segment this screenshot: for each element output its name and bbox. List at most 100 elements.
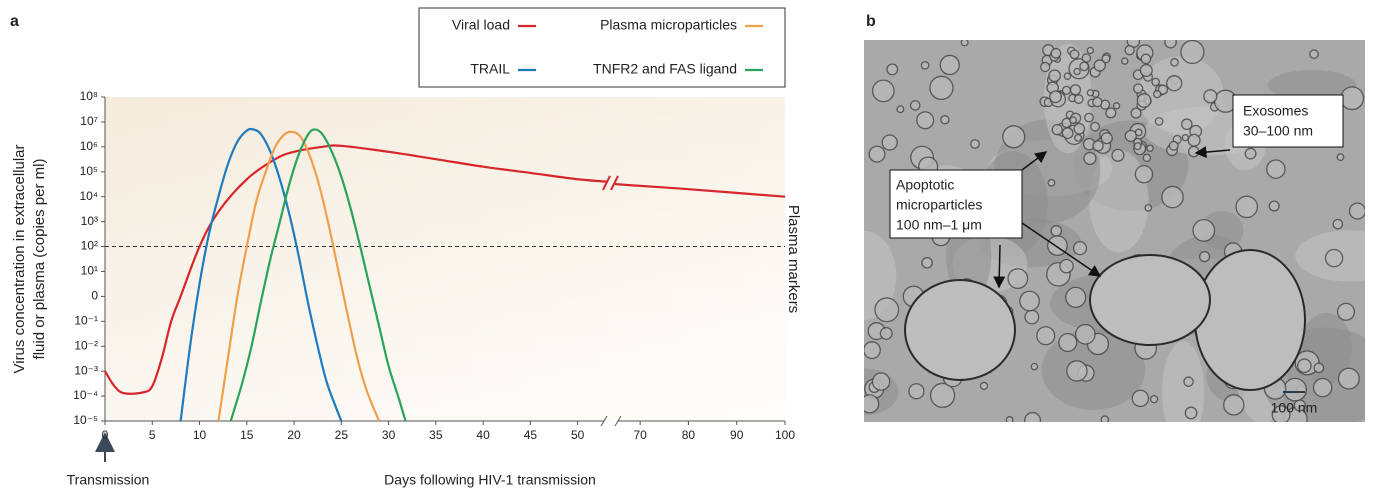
line — [104, 144, 786, 395]
texture-vesicle — [1093, 59, 1106, 72]
texture-membrane — [1089, 254, 1211, 346]
x-tick-label: 80 — [682, 428, 696, 442]
right-label: Plasma markers — [785, 205, 802, 313]
annotation: 30–100 nm — [1243, 123, 1313, 139]
panel-label: a — [10, 13, 19, 30]
texture-vesicle — [864, 341, 881, 360]
scale-bar-label: 100 nm — [1271, 400, 1318, 416]
texture-vesicle — [1266, 159, 1286, 179]
texture-vesicle — [1166, 75, 1183, 92]
arrow — [1021, 151, 1048, 171]
texture-vesicle — [1111, 148, 1125, 162]
texture-vesicle — [1061, 127, 1074, 139]
texture-vesicle — [1324, 248, 1344, 268]
texture-vesicle — [1340, 86, 1365, 111]
texture-vesicle — [1132, 83, 1144, 94]
texture-vesicle — [1072, 240, 1088, 256]
texture-vesicle — [1181, 133, 1189, 142]
texture-vesicle — [1170, 57, 1179, 67]
texture-vesicle — [874, 297, 900, 323]
texture-vesicle — [1312, 377, 1333, 398]
texture-vesicle — [960, 40, 969, 47]
texture-vesicle — [1235, 195, 1259, 219]
texture-vesicle — [1124, 45, 1135, 56]
x-tick-label: 50 — [571, 428, 585, 442]
x-tick-label: 70 — [633, 428, 647, 442]
texture-vesicle — [1164, 40, 1177, 49]
texture-vesicle — [881, 134, 898, 151]
texture-vesicle — [1203, 89, 1218, 104]
texture-vesicle — [1187, 133, 1201, 147]
y-tick-label: 10⁻⁴ — [73, 388, 98, 402]
legend-label: Plasma microparticles — [600, 17, 737, 33]
texture-vesicle — [929, 382, 956, 409]
y-tick-label: 10³ — [81, 214, 98, 228]
texture-vesicle — [1105, 107, 1117, 119]
texture-vesicle — [1348, 202, 1365, 220]
annotation: Transmission — [67, 472, 150, 488]
texture-vesicle — [1336, 302, 1356, 321]
texture-vesicle — [1069, 49, 1080, 60]
line-break — [610, 175, 619, 191]
texture-vesicle — [1134, 128, 1143, 137]
texture-vesicle — [909, 100, 921, 111]
x-tick-label: 20 — [287, 428, 301, 442]
x-tick-label: 5 — [149, 428, 156, 442]
texture-vesicle — [1134, 165, 1154, 184]
texture-vesicle — [868, 145, 886, 163]
x-tick-label: 35 — [429, 428, 443, 442]
texture-vesicle — [886, 63, 899, 76]
texture-membrane — [904, 279, 1016, 381]
texture-vesicle — [1130, 107, 1142, 119]
legend-label: TRAIL — [470, 61, 510, 77]
texture-vesicle — [1283, 377, 1308, 402]
line — [217, 130, 381, 422]
texture-vesicle — [1140, 53, 1152, 65]
texture-vesicle — [1297, 358, 1312, 374]
y-tick-label: 10⁵ — [80, 164, 98, 178]
texture-vesicle — [1058, 332, 1078, 353]
texture-vesicle — [970, 139, 980, 149]
arrow — [993, 244, 1006, 289]
texture-vesicle — [921, 256, 933, 269]
texture-vesicle — [1092, 140, 1104, 152]
texture-vesicle — [1152, 89, 1162, 99]
x-tick-label: 15 — [240, 428, 254, 442]
line — [229, 128, 407, 422]
annotation: Apoptotic — [896, 177, 954, 193]
texture-vesicle — [1050, 47, 1062, 59]
texture-vesicle — [1084, 112, 1094, 123]
texture-vesicle — [1142, 153, 1152, 163]
annotation: microparticles — [896, 197, 982, 213]
texture-vesicle — [1048, 90, 1062, 104]
line-break-gap — [607, 174, 615, 191]
texture-vesicle — [1005, 416, 1014, 422]
texture-vesicle — [1112, 102, 1121, 110]
texture-vesicle — [1047, 178, 1056, 187]
texture-vesicle — [1161, 185, 1184, 209]
texture-vesicle — [1223, 394, 1245, 416]
texture-vesicle — [896, 105, 905, 114]
texture-vesicle — [1063, 72, 1072, 80]
x-tick-label: 0 — [102, 428, 109, 442]
y-tick-label: 10² — [81, 239, 98, 253]
y-tick-label: 10⁸ — [80, 89, 98, 103]
texture-vesicle — [1337, 367, 1360, 390]
texture — [864, 40, 1365, 422]
x-tick-label: 45 — [524, 428, 538, 442]
legend-label: Viral load — [452, 17, 510, 33]
annotation: 100 nm–1 μm — [896, 217, 982, 233]
line — [179, 127, 343, 422]
micrograph — [864, 40, 1365, 422]
y-tick-label: 10¹ — [81, 264, 98, 278]
y-tick-label: 10⁻³ — [74, 363, 98, 377]
texture-vesicle — [1268, 200, 1280, 212]
texture-vesicle — [1030, 362, 1039, 371]
texture-vesicle — [1079, 61, 1089, 72]
texture-vesicle — [1313, 362, 1325, 374]
x-tick-label: 90 — [730, 428, 744, 442]
legend-box — [418, 7, 786, 88]
y-tick-label: 10⁻² — [74, 338, 98, 352]
texture-vesicle — [1336, 153, 1345, 162]
texture-membrane — [1194, 249, 1306, 391]
